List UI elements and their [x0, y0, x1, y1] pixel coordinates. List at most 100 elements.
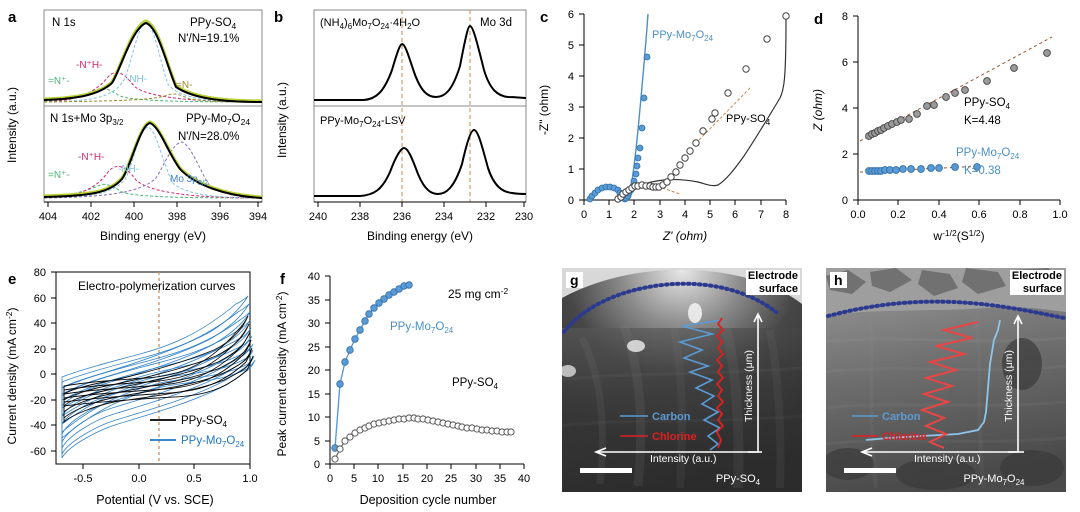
- panel-h-sem-texture: [826, 315, 1066, 489]
- panel-e: e Current density (mA cm-2): [0, 258, 268, 512]
- panel-a-top-label-eNplus: =N⁺-: [48, 76, 70, 87]
- panel-a-ylabel: Intensity (a.u.): [5, 87, 19, 163]
- panel-b-xaxis: 240 238 236 234 232 230: [309, 201, 533, 223]
- panel-d-ytick-3: 6: [842, 57, 848, 69]
- panel-d-blue-points: [865, 163, 981, 175]
- panel-e-xtick-2: 0.5: [186, 473, 201, 485]
- panel-e-legend: PPy-SO4 PPy-Mo7O24: [150, 415, 245, 449]
- panel-g-thickness-label: Thickness (μm): [743, 350, 755, 422]
- panel-g-svg: Carbon Chlorine Intensity (a.u.) Thickne…: [562, 268, 802, 492]
- panel-c-blue-line: [589, 13, 649, 201]
- panel-h-svg: Carbon Chlorine Intensity (a.u.) Thickne…: [826, 268, 1066, 492]
- panel-e-ytick-4: 20: [34, 344, 46, 356]
- panel-h-dark-patches: [826, 338, 1064, 490]
- panel-e-blue-cvs: [61, 295, 256, 459]
- panel-c-ytick-2: 2: [568, 133, 574, 145]
- panel-b-xtick-3: 234: [435, 211, 453, 223]
- panel-e-xticks: -0.5 0.0 0.5 1.0: [74, 464, 258, 485]
- panel-d-blue-k: K=0.38: [964, 165, 1001, 177]
- panel-f-yticks: 0 5 10 15 20 25 30 35 40: [308, 271, 330, 471]
- panel-a-top-label-eN: =N-: [176, 80, 192, 91]
- panel-b-top-title: (NH4)6Mo7O24·4H2O: [320, 17, 421, 31]
- panel-c-ytick-3: 3: [568, 102, 574, 114]
- panel-b-svg: b Intensity (a.u.) (NH4)6Mo7O24·4H2O Mo …: [274, 9, 533, 243]
- panel-a-xlabel: Binding energy (eV): [100, 229, 206, 243]
- panel-b-ylabel: Intensity (a.u.): [275, 82, 289, 158]
- panel-d-black-points: [865, 49, 1051, 140]
- panel-e-xtick-0: -0.5: [74, 473, 93, 485]
- panel-b-bottom-trace: [314, 128, 527, 197]
- panel-f-xtick-2: 10: [372, 473, 384, 485]
- panel-c-ytick-5: 5: [568, 40, 574, 52]
- panel-b-xtick-0: 240: [309, 211, 327, 223]
- panel-g: Carbon Chlorine Intensity (a.u.) Thickne…: [562, 268, 802, 492]
- panel-f-xtick-3: 15: [397, 473, 409, 485]
- panel-g-sem-body: [562, 328, 802, 492]
- panel-a-bot-comp-NplusH: [43, 165, 263, 199]
- panel-f-ytick-8: 40: [308, 271, 320, 283]
- panel-e-ytick-7: 80: [34, 267, 46, 279]
- panel-g-surface-line1: Electrode: [747, 270, 798, 282]
- panel-f-xticks: 0 5 10 15 20 25 30 35 40: [327, 464, 530, 485]
- panel-f-xtick-6: 30: [470, 473, 482, 485]
- panel-g-intensity-label: Intensity (a.u.): [650, 453, 717, 465]
- panel-g-sem-texture: [562, 317, 802, 489]
- panel-e-black-cvs: [63, 315, 254, 424]
- panel-c-letter: c: [540, 9, 548, 26]
- panel-e-legend-label-black: PPy-SO4: [181, 415, 228, 429]
- panel-f-ytick-1: 5: [314, 436, 320, 448]
- panel-c-black-label: PPy-SO4: [726, 113, 771, 127]
- panel-d-xticks: 0.0 0.2 0.4 0.6 0.8 1.0: [850, 200, 1068, 221]
- panel-d-ytick-1: 2: [842, 149, 848, 161]
- panel-d-xtick-4: 0.8: [1012, 209, 1027, 221]
- panel-a-top-sample: PPy-SO4: [190, 17, 237, 31]
- panel-c-xtick-6: 6: [732, 209, 738, 221]
- panel-c-blue-label: PPy-Mo7O24: [652, 29, 714, 43]
- panel-h-surface-line2: surface: [1022, 282, 1062, 295]
- panel-c-xticks: 0 1 2 3 4 5 6 7 8: [581, 200, 789, 221]
- panel-a-top-comp-eN: [43, 93, 263, 103]
- panel-g-sample-label: PPy-SO4: [716, 473, 761, 487]
- panel-g-letter-box: g: [566, 272, 583, 289]
- panel-a-svg: a Intensity (a.u.) N 1s PPy-SO4 N'/N=19: [5, 9, 267, 243]
- panel-f-blue-label: PPy-Mo7O24: [390, 321, 454, 335]
- panel-c-xtick-8: 8: [783, 209, 789, 221]
- panel-e-ytick-3: 0: [40, 369, 46, 381]
- panel-c-fit-2: [698, 86, 752, 141]
- panel-g-carbon-label: Carbon: [652, 411, 691, 423]
- panel-c-xtick-7: 7: [758, 209, 764, 221]
- panel-c-ytick-0: 0: [568, 195, 574, 207]
- panel-c-ylabel: -Z" (ohm): [537, 85, 551, 135]
- panel-b-bot-title: PPy-Mo7O24-LSV: [320, 115, 406, 129]
- panel-d: d Z (ohm): [804, 0, 1080, 252]
- panel-d-ytick-0: 0: [842, 195, 848, 207]
- panel-e-xlabel: Potential (V vs. SCE): [96, 493, 213, 507]
- panel-d-ytick-2: 4: [842, 103, 848, 115]
- panel-c-axes: [583, 14, 786, 201]
- panel-d-xtick-2: 0.4: [931, 209, 946, 221]
- panel-d-blue-label: PPy-Mo7O24: [956, 147, 1020, 161]
- panel-h-carbon-label: Carbon: [882, 411, 921, 423]
- panel-f-ytick-5: 25: [308, 342, 320, 354]
- panel-f-xlabel: Deposition cycle number: [360, 493, 497, 507]
- panel-e-ytick-0: -60: [30, 446, 46, 458]
- panel-f-xtick-1: 5: [351, 473, 357, 485]
- panel-f-ytick-2: 10: [308, 412, 320, 424]
- panel-h-intensity-label: Intensity (a.u.): [914, 453, 981, 465]
- panel-a-bot-data: [43, 121, 263, 199]
- panel-c-xtick-0: 0: [581, 209, 587, 221]
- panel-g-bright-spot-2: [562, 365, 576, 377]
- panel-e-yticks: -60 -40 -20 0 20 40 60 80: [30, 267, 56, 458]
- panel-b-top-right: Mo 3d: [480, 17, 512, 29]
- panel-a-xtick-3: 398: [168, 211, 186, 223]
- panel-a-xtick-2: 400: [125, 211, 143, 223]
- panel-h-thickness-label: Thickness (μm): [1003, 350, 1015, 422]
- panel-f-xtick-4: 20: [421, 473, 433, 485]
- panel-c-xtick-4: 4: [682, 209, 688, 221]
- panel-b-xtick-4: 232: [477, 211, 495, 223]
- panel-c-xtick-1: 1: [606, 209, 612, 221]
- panel-a-xaxis: 404 402 400 398 396 394: [39, 201, 267, 223]
- panel-a-xtick-5: 394: [249, 211, 267, 223]
- panel-a-xtick-4: 396: [211, 211, 229, 223]
